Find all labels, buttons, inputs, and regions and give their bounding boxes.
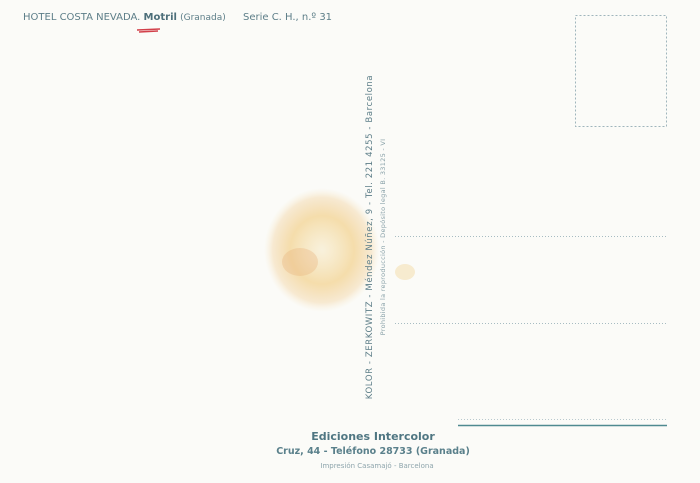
publisher: Ediciones Intercolor <box>311 430 435 443</box>
red-underline <box>136 28 161 33</box>
stain-spot <box>282 248 318 276</box>
stain-spot <box>395 264 415 280</box>
stain <box>264 188 380 312</box>
printing: Impresión Casamajó - Barcelona <box>320 462 434 470</box>
province: (Granada) <box>180 13 226 23</box>
town: Motril <box>143 12 177 23</box>
printer-line: KOLOR - ZERKOWITZ - Méndez Núñez, 9 - Te… <box>365 74 375 400</box>
stamp-box <box>575 15 667 127</box>
address: Cruz, 44 - Teléfono 28733 (Granada) <box>276 446 470 457</box>
hotel-name: HOTEL COSTA NEVADA. <box>23 12 141 23</box>
header-line: HOTEL COSTA NEVADA. Motril (Granada) Ser… <box>23 12 332 23</box>
legal-line: Prohibida la reproducción - Depósito leg… <box>379 138 387 336</box>
series: Serie C. H., n.º 31 <box>242 12 333 23</box>
